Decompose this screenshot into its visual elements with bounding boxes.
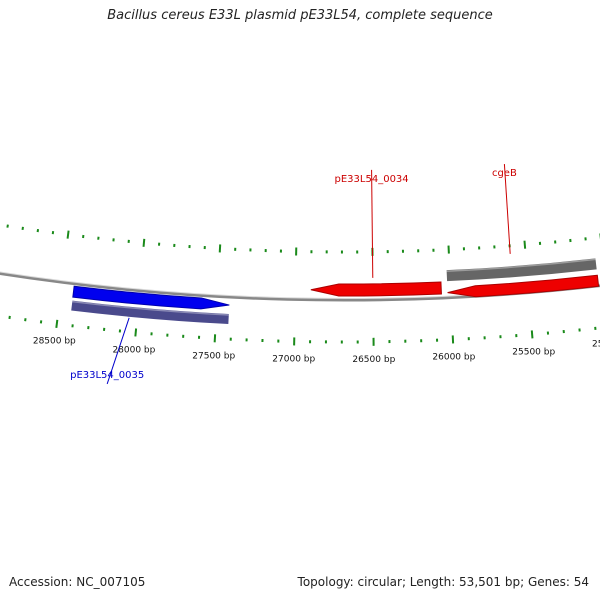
bp-label: 26000 bp <box>432 352 475 362</box>
cds-arrow-pE33L54_0034 <box>310 281 442 297</box>
bp-label: 27500 bp <box>192 351 235 361</box>
gene-bar-cgeB-shine <box>446 258 596 272</box>
topology-summary: Topology: circular; Length: 53,501 bp; G… <box>297 575 589 589</box>
major-tick <box>134 328 138 337</box>
bp-label: 26500 bp <box>352 355 395 365</box>
gene-leader-pE33L54_0035 <box>106 317 130 385</box>
cds-arrow-pE33L54_0035 <box>72 285 230 310</box>
bp-label: 25000 bp <box>592 339 600 349</box>
bp-label: 28500 bp <box>33 337 76 347</box>
accession-label: Accession: NC_007105 <box>9 575 146 589</box>
map-title: Bacillus cereus E33L plasmid pE33L54, co… <box>107 8 493 23</box>
major-tick <box>530 330 534 339</box>
gene-bar-pE33L54_0035 <box>71 300 229 325</box>
cds-arrow-cgeB <box>447 274 600 298</box>
gene-leader-pE33L54_0034 <box>371 169 374 278</box>
major-tick <box>66 230 70 239</box>
gene-leader-cgeB <box>503 164 511 254</box>
backbone-highlight <box>0 271 600 300</box>
major-tick <box>523 240 527 249</box>
gene-label-pE33L54_0034: pE33L54_0034 <box>335 174 409 185</box>
gene-bar-pE33L54_0035-shine <box>72 300 229 316</box>
bp-label: 25500 bp <box>512 347 555 357</box>
bp-label: 27000 bp <box>272 354 315 364</box>
gene-bar-cgeB <box>446 258 597 282</box>
backbone-outer <box>0 271 600 302</box>
major-tick <box>55 319 59 328</box>
gene-label-cgeB: cgeB <box>492 168 517 179</box>
gene-label-pE33L54_0035: pE33L54_0035 <box>70 370 144 381</box>
bp-label: 28000 bp <box>112 345 155 355</box>
major-tick <box>142 238 146 247</box>
